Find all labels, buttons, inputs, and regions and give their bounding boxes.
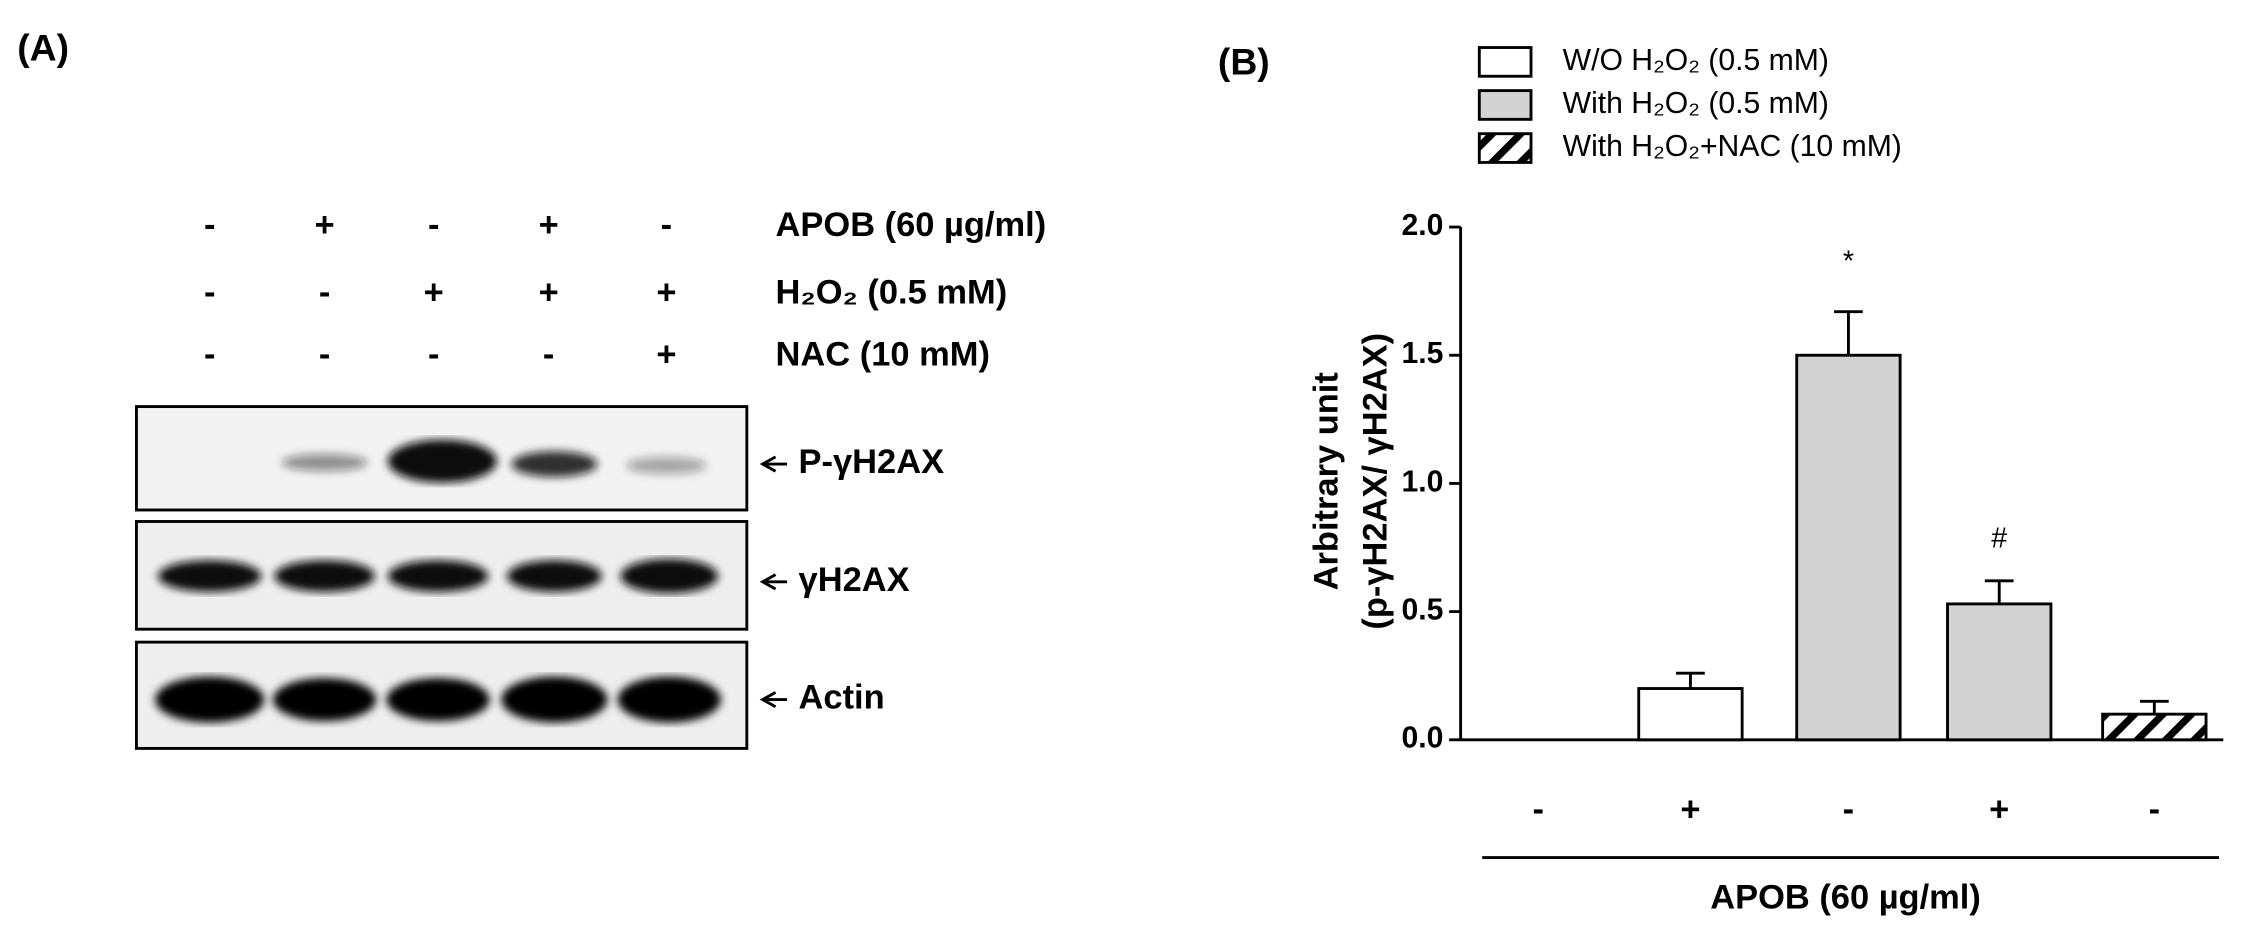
x-tick-label: + — [1680, 791, 1700, 829]
x-axis-label: APOB (60 µg/ml) — [1710, 878, 1981, 916]
bar — [1637, 687, 1744, 742]
legend-swatch — [1477, 89, 1533, 121]
arrow — [759, 455, 788, 473]
bar — [1946, 602, 2053, 742]
blot-images — [135, 405, 749, 750]
legend-label: With H₂O₂ (0.5 mM) — [1563, 87, 1829, 120]
bar — [2101, 712, 2208, 742]
treatment-label: NAC (10 mM) — [776, 335, 990, 373]
treatment-sign: + — [315, 206, 335, 244]
blot-label: Actin — [799, 679, 885, 717]
y-tick-label: 0.0 — [1401, 722, 1443, 755]
y-axis-label: (p-γH2AX/ γH2AX) — [1356, 333, 1394, 630]
legend-label: With H₂O₂+NAC (10 mM) — [1563, 130, 1902, 163]
treatment-sign: - — [661, 206, 672, 244]
treatment-label: APOB (60 µg/ml) — [776, 206, 1047, 244]
treatment-sign: + — [424, 274, 444, 312]
legend-swatch — [1477, 132, 1533, 164]
treatment-sign: + — [656, 335, 676, 373]
treatment-sign: + — [656, 274, 676, 312]
legend-label: W/O H₂O₂ (0.5 mM) — [1563, 44, 1829, 77]
legend-swatch — [1477, 46, 1533, 78]
arrow — [759, 573, 788, 591]
y-tick-label: 1.5 — [1401, 337, 1443, 370]
blot-label: γH2AX — [799, 561, 910, 599]
treatment-sign: + — [539, 274, 559, 312]
x-tick-label: - — [2149, 791, 2160, 829]
blot-label: P-γH2AX — [799, 443, 945, 481]
treatment-label: H₂O₂ (0.5 mM) — [776, 274, 1008, 312]
bar — [1795, 353, 1902, 742]
treatment-sign: - — [543, 335, 554, 373]
treatment-sign: - — [319, 335, 330, 373]
y-tick-label: 1.0 — [1401, 465, 1443, 498]
panel-label: (B) — [1218, 41, 1270, 83]
panel-label: (A) — [17, 26, 69, 68]
y-tick-label: 2.0 — [1401, 209, 1443, 242]
x-tick-label: - — [1843, 791, 1854, 829]
treatment-sign: + — [539, 206, 559, 244]
treatment-sign: - — [319, 274, 330, 312]
treatment-sign: - — [204, 274, 215, 312]
treatment-sign: - — [204, 206, 215, 244]
annotation: * — [1843, 246, 1854, 278]
x-tick-label: - — [1532, 791, 1543, 829]
annotation: # — [1991, 523, 2007, 555]
treatment-sign: - — [204, 335, 215, 373]
y-axis-label: Arbitrary unit — [1308, 372, 1346, 591]
arrow — [759, 691, 788, 709]
treatment-sign: - — [428, 335, 439, 373]
x-tick-label: + — [1989, 791, 2009, 829]
treatment-sign: - — [428, 206, 439, 244]
y-tick-label: 0.5 — [1401, 594, 1443, 627]
